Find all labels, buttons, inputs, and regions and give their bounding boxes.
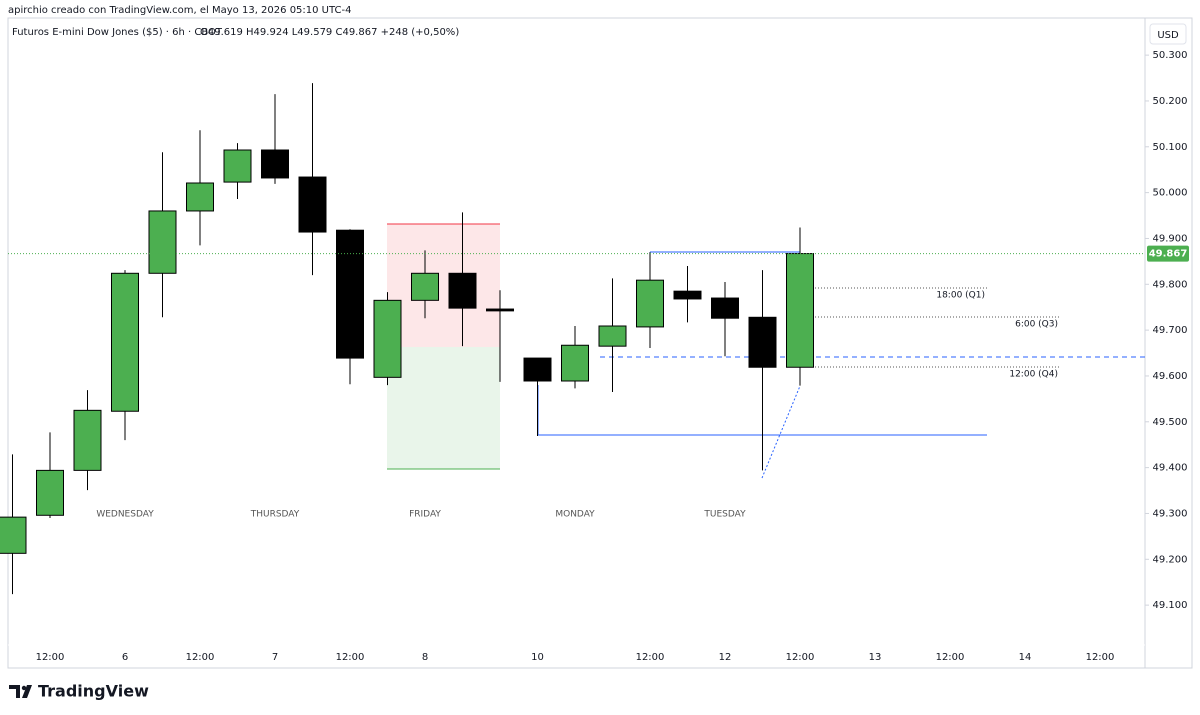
candle xyxy=(373,292,402,386)
logo-mark xyxy=(9,685,32,698)
candle-body xyxy=(73,409,102,471)
brand: TradingView xyxy=(38,682,149,701)
footer-logo: TradingView xyxy=(9,682,149,701)
y-tick-label: 50.100 xyxy=(1153,142,1188,153)
last-price-box xyxy=(1147,245,1189,262)
day-label: MONDAY xyxy=(555,510,595,520)
day-label: THURSDAY xyxy=(250,510,300,520)
candle-body xyxy=(336,229,364,359)
diagonal-line xyxy=(761,385,801,479)
candle-body xyxy=(636,279,664,328)
y-tick-label: 49.700 xyxy=(1153,325,1188,336)
candle-body xyxy=(261,149,289,179)
last-price-label: 49.867 xyxy=(1149,249,1188,260)
stop-zone xyxy=(387,224,500,347)
drawing-label: 18:00 (Q1) xyxy=(936,291,985,301)
candle-body xyxy=(598,325,627,347)
candle-body xyxy=(523,357,552,382)
candle xyxy=(148,152,177,318)
candle xyxy=(261,94,289,184)
candle-body xyxy=(223,149,252,183)
drawing-label: 6:00 (Q3) xyxy=(1015,320,1058,330)
day-label: WEDNESDAY xyxy=(96,510,154,520)
candle-body xyxy=(111,272,139,412)
candle xyxy=(561,326,589,389)
author-line: apirchio creado con TradingView.com, el … xyxy=(8,5,351,16)
candle-body xyxy=(186,182,214,212)
candle xyxy=(786,227,814,386)
candle xyxy=(73,390,102,491)
candle xyxy=(0,454,27,595)
candle xyxy=(336,229,364,385)
candle xyxy=(411,250,439,319)
candle-body xyxy=(748,316,777,368)
y-tick-label: 50.300 xyxy=(1153,50,1188,61)
candle-body xyxy=(0,516,27,554)
x-tick-label: 12:00 xyxy=(336,652,365,663)
logo-dot xyxy=(21,685,27,691)
candle-body xyxy=(448,272,477,309)
x-tick-label: 12:00 xyxy=(936,652,965,663)
candle xyxy=(111,270,139,441)
y-tick-label: 49.600 xyxy=(1153,371,1188,382)
y-tick-label: 50.000 xyxy=(1153,188,1188,199)
drawings: 18:00 (Q1) 6:00 (Q3) 12:00 (Q4) xyxy=(387,223,1145,479)
y-tick-label: 49.500 xyxy=(1153,417,1188,428)
candle xyxy=(673,265,702,323)
y-tick-label: 49.400 xyxy=(1153,463,1188,474)
y-tick-label: 49.300 xyxy=(1153,508,1188,519)
x-tick-label: 6 xyxy=(122,652,128,663)
candle xyxy=(523,357,552,436)
ohlc-line: O49.619 H49.924 L49.579 C49.867 +248 (+0… xyxy=(200,27,459,38)
target-zone xyxy=(387,347,500,469)
currency-box xyxy=(1149,23,1187,45)
candle xyxy=(598,278,627,392)
candle-body xyxy=(298,176,327,233)
x-tick-label: 14 xyxy=(1019,652,1032,663)
candle xyxy=(36,432,64,519)
day-label: TUESDAY xyxy=(703,510,746,520)
candle-body xyxy=(486,308,514,312)
x-tick-label: 8 xyxy=(422,652,428,663)
candle-body xyxy=(373,299,402,378)
x-tick-label: 12 xyxy=(719,652,732,663)
candle-body xyxy=(673,290,702,300)
candle xyxy=(298,83,327,276)
drawing-label: 12:00 (Q4) xyxy=(1009,370,1058,380)
candle xyxy=(448,212,477,347)
symbol-line: Futuros E-mini Dow Jones ($5) · 6h · CBO… xyxy=(12,27,223,38)
x-tick-label: 10 xyxy=(531,652,544,663)
candle xyxy=(748,270,777,471)
x-tick-label: 12:00 xyxy=(1086,652,1115,663)
candle-body xyxy=(148,210,177,274)
candle xyxy=(486,290,514,382)
candle-body xyxy=(711,297,739,319)
x-tick-label: 12:00 xyxy=(636,652,665,663)
candle-body xyxy=(786,253,814,368)
candle-body xyxy=(411,272,439,301)
candle xyxy=(223,143,252,200)
y-tick-label: 49.100 xyxy=(1153,600,1188,611)
chart-frame xyxy=(7,17,1193,669)
candle-body xyxy=(36,469,64,516)
x-tick-label: 12:00 xyxy=(186,652,215,663)
x-tick-label: 12:00 xyxy=(786,652,815,663)
y-tick-label: 49.200 xyxy=(1153,554,1188,565)
candle-body xyxy=(561,344,589,382)
candle xyxy=(636,252,664,348)
y-tick-label: 49.800 xyxy=(1153,279,1188,290)
candle xyxy=(711,282,739,357)
currency: USD xyxy=(1157,30,1179,41)
y-tick-label: 49.900 xyxy=(1153,233,1188,244)
x-tick-label: 13 xyxy=(869,652,882,663)
y-tick-label: 50.200 xyxy=(1153,96,1188,107)
x-tick-label: 12:00 xyxy=(36,652,65,663)
x-tick-label: 7 xyxy=(272,652,278,663)
day-label: FRIDAY xyxy=(409,510,441,520)
candle xyxy=(186,130,214,246)
